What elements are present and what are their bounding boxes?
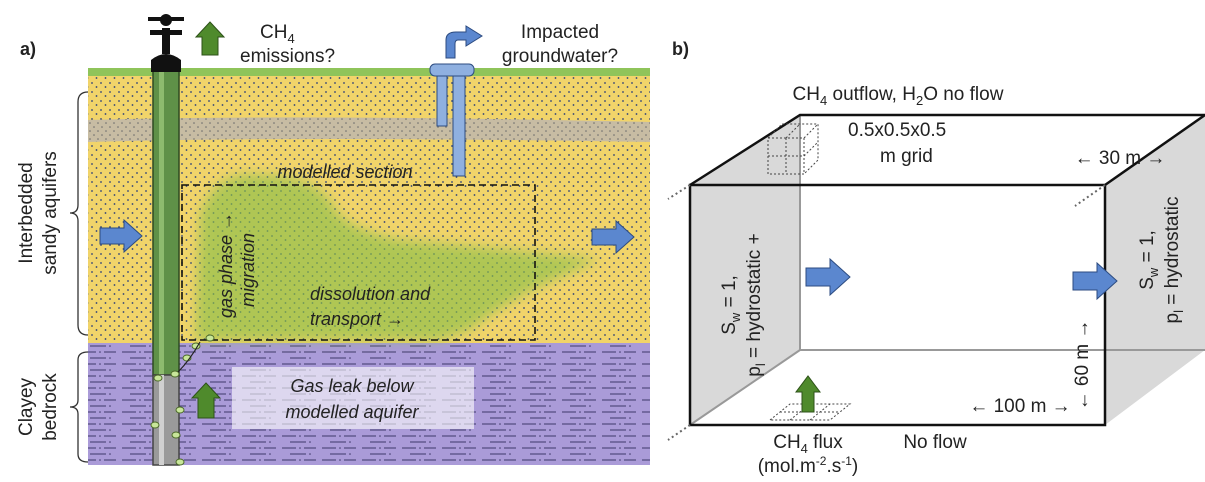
depth-dimension: ← 30 m → [1075,148,1166,169]
subscript: 2 [916,93,923,108]
text: flux [808,432,843,453]
text: .s [826,456,841,477]
extension-line [1075,185,1105,206]
wellhead-handle [148,17,184,21]
tap-head [430,64,474,76]
bubble [206,335,214,341]
extension-line [668,185,690,199]
right-boundary-label: Sw = 1, [1137,230,1161,290]
bubble [172,432,180,438]
well-open-highlight [159,375,164,465]
flux-arrow [796,376,820,412]
text: CH [773,432,800,453]
subscript: 4 [287,31,294,46]
flow-arrow [806,259,850,295]
text: (mol.m [758,456,816,477]
extension-line [668,425,690,440]
bubble [176,407,184,413]
tap-screen [453,76,465,176]
grid-line [804,142,818,156]
bubble [171,371,179,377]
up-arrow [196,22,224,55]
brace [70,92,88,335]
figure: a) CH4 emissions? Impacted groundwate [0,0,1205,477]
dissolution-label: transport → [310,309,404,329]
gas-phase-label: migration [238,233,258,307]
section-label: modelled section [277,162,412,182]
groundwater-label: groundwater? [502,46,618,67]
subscript: 4 [801,441,808,456]
well-cap [151,54,181,72]
wellhead-valve [150,30,182,35]
gas-leak-label: modelled aquifer [285,402,419,422]
height-dimension: ← 60 m → [1072,320,1093,411]
well-highlight [159,70,164,375]
emissions-label: emissions? [240,46,335,67]
text: = hydrostatic [1162,197,1183,311]
flux-units: (mol.m-2.s-1) [758,454,859,477]
text: = hydrostatic + [744,233,765,363]
text: CH [260,22,287,43]
bubble [151,422,159,428]
panel-label: b) [672,39,689,59]
page: a) CH4 emissions? Impacted groundwate [0,0,1205,477]
bottom-boundary-label: No flow [903,432,967,453]
emissions-label: CH4 [260,22,295,46]
tap-pipe [437,76,447,126]
subscript: w [1146,267,1161,278]
text: outflow, H [827,84,916,105]
subscript: w [728,312,743,323]
well-open-hole [153,375,179,465]
layer-label: sandy aquifers [40,151,61,275]
text: p [1162,313,1183,324]
bubble [154,375,162,381]
left-boundary-label: Sw = 1, [719,275,743,335]
grid-label: 0.5x0.5x0.5 [848,120,946,141]
bubble [176,459,184,465]
layer-label: bedrock [40,373,61,441]
flux-label: CH4 flux [773,432,843,456]
grid-line [804,124,818,138]
superscript: -2 [816,454,827,468]
right-boundary-label: pl = hydrostatic [1162,197,1186,324]
dissolution-label: dissolution and [310,284,431,304]
text: CH [793,84,820,105]
text: O no flow [923,84,1004,105]
grid-label: m grid [880,146,933,167]
layer-label: Clayey [16,377,37,436]
gas-phase-label: gas phase → [216,212,236,318]
text: S [719,322,740,335]
left-boundary-label: pl = hydrostatic + [744,233,768,376]
superscript: -1 [841,454,852,468]
text: = 1, [719,275,740,313]
text: ) [852,456,858,477]
text: S [1137,277,1158,290]
groundwater-arrow [446,26,482,58]
gas-leak-label: Gas leak below [290,376,414,396]
well-casing [153,70,179,375]
panel-label: a) [20,39,36,59]
groundwater-label: Impacted [521,22,599,43]
brace [70,352,88,462]
subscript: 4 [820,93,827,108]
top-boundary-label: CH4 outflow, H2O no flow [793,84,1004,108]
length-dimension: ← 100 m → [969,396,1070,417]
text: = 1, [1137,230,1158,268]
layer-label: Interbedded [16,162,37,263]
text: p [744,366,765,377]
